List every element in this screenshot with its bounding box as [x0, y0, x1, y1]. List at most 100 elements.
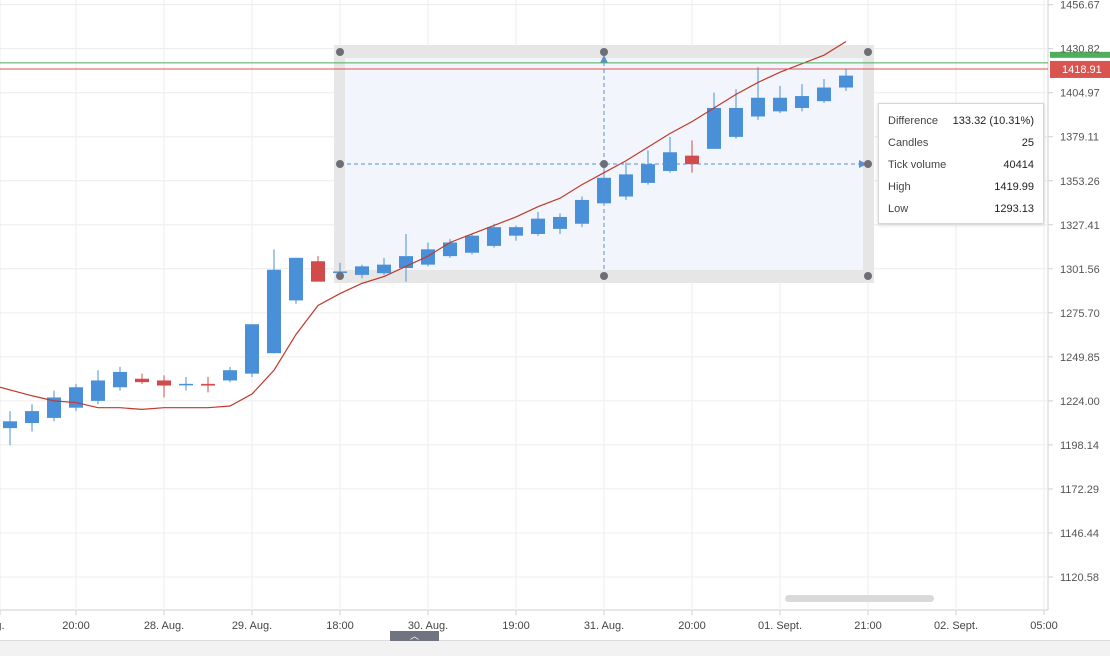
- selection-handle[interactable]: [600, 48, 608, 56]
- candle-body: [509, 227, 523, 236]
- candle: [245, 324, 259, 378]
- candle: [25, 404, 39, 432]
- low-label: Low: [888, 203, 909, 215]
- selection-handle[interactable]: [336, 48, 344, 56]
- candle-body: [465, 235, 479, 253]
- candle-body: [201, 383, 215, 386]
- y-tick-label: 1353.26: [1060, 176, 1100, 188]
- candle-body: [25, 411, 39, 424]
- tick-volume-label: Tick volume: [888, 159, 947, 171]
- high-value: 1419.99: [994, 181, 1034, 193]
- arrow-right-icon: [859, 160, 867, 168]
- selection-handle[interactable]: [864, 160, 872, 168]
- tooltip-row-tick-volume: Tick volume 40414: [888, 154, 1034, 176]
- tooltip-row-candles: Candles 25: [888, 132, 1034, 154]
- y-tick-label: 1224.00: [1060, 396, 1100, 408]
- difference-value: 133.32 (10.31%): [952, 115, 1034, 127]
- horizontal-scrollbar[interactable]: [785, 595, 934, 602]
- candle: [47, 390, 61, 422]
- y-tick-label: 1146.44: [1060, 528, 1099, 540]
- candle: [201, 377, 215, 393]
- tooltip-row-difference: Difference 133.32 (10.31%): [888, 110, 1034, 132]
- candle-body: [355, 266, 369, 275]
- y-tick-label: 1275.70: [1060, 308, 1100, 320]
- selection-handle[interactable]: [336, 160, 344, 168]
- candle: [553, 213, 567, 234]
- candle-body: [487, 227, 501, 246]
- candle-body: [399, 256, 413, 269]
- candle-body: [3, 421, 17, 429]
- candle: [641, 150, 655, 185]
- candle-body: [707, 107, 721, 149]
- y-tick-label: 1198.14: [1060, 440, 1099, 452]
- candle: [663, 136, 677, 173]
- candle-body: [729, 107, 743, 137]
- moving-average-line: [0, 41, 847, 410]
- candle-body: [289, 257, 303, 301]
- x-tick-label: 30. Aug.: [408, 620, 448, 632]
- selection-handle[interactable]: [864, 48, 872, 56]
- x-tick-label: 20:00: [678, 620, 706, 632]
- y-tick-label: 1327.41: [1060, 220, 1100, 232]
- candle-body: [91, 380, 105, 401]
- x-tick-label: 02. Sept.: [934, 620, 978, 632]
- x-tick-label: 05:00: [1030, 620, 1058, 632]
- candles-value: 25: [1021, 137, 1034, 149]
- y-axis: 1456.67 1430.82 1404.97 1379.11 1353.26 1327.…: [1048, 0, 1100, 584]
- candle-body: [795, 96, 809, 108]
- x-tick-label: 28. Aug.: [144, 620, 184, 632]
- candle-body: [663, 152, 677, 171]
- y-tick-label: 1301.56: [1060, 264, 1100, 276]
- y-tick-label: 1120.58: [1060, 572, 1099, 584]
- candle-body: [47, 397, 61, 418]
- selection-handle[interactable]: [600, 272, 608, 280]
- candle-body: [619, 174, 633, 197]
- collapse-panel-button[interactable]: ︿: [390, 631, 439, 641]
- candle: [685, 140, 699, 173]
- x-tick-label: 19:00: [502, 620, 530, 632]
- candle: [729, 89, 743, 139]
- candle-body: [553, 216, 567, 229]
- low-value: 1293.13: [994, 203, 1034, 215]
- candle: [465, 233, 479, 255]
- candle: [751, 67, 765, 120]
- measurement-tooltip: Difference 133.32 (10.31%) Candles 25 Ti…: [878, 103, 1044, 224]
- y-tick-label: 1404.97: [1060, 88, 1100, 100]
- candle-body: [421, 249, 435, 265]
- candle: [531, 211, 545, 236]
- candle-body: [113, 371, 127, 388]
- candle: [223, 366, 237, 383]
- selection-handle[interactable]: [336, 272, 344, 280]
- y-tick-label: 1456.67: [1060, 0, 1100, 12]
- candle-body: [773, 97, 787, 112]
- candle: [355, 264, 369, 279]
- candle-body: [157, 380, 171, 386]
- candle-body: [531, 218, 545, 234]
- x-axis: g. 20:00 28. Aug. 29. Aug. 18:00 30. Aug. 19:0…: [0, 610, 1058, 632]
- y-tick-label: 1172.29: [1060, 484, 1099, 496]
- candle-body: [575, 199, 589, 224]
- candle: [509, 225, 523, 241]
- selection-handle[interactable]: [864, 272, 872, 280]
- tooltip-row-low: Low 1293.13: [888, 198, 1034, 220]
- candle: [839, 68, 853, 91]
- candle: [817, 79, 831, 103]
- bottom-panel-bar: [0, 640, 1110, 656]
- candle: [3, 411, 17, 446]
- candle: [487, 223, 501, 248]
- candle-body: [223, 370, 237, 381]
- candle: [619, 162, 633, 200]
- candle: [377, 257, 391, 275]
- arrow-up-icon: [600, 55, 608, 63]
- candle-body: [839, 75, 853, 88]
- candle-body: [443, 242, 457, 257]
- selection-handle[interactable]: [600, 160, 608, 168]
- candles-label: Candles: [888, 137, 929, 149]
- x-tick-label: 20:00: [62, 620, 90, 632]
- candle-body: [69, 387, 83, 408]
- candle: [179, 377, 193, 391]
- candle-body: [685, 155, 699, 165]
- candle-body: [245, 324, 259, 374]
